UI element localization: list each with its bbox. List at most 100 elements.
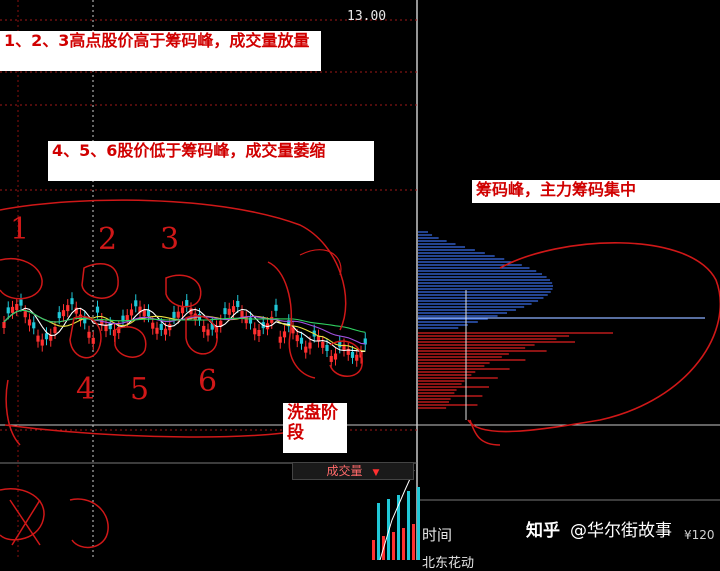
candle-body <box>282 331 287 338</box>
candle-body <box>244 317 248 324</box>
candle-body <box>121 315 125 322</box>
candle-body <box>74 307 78 314</box>
candle-body <box>108 323 112 330</box>
candle-body <box>236 300 240 307</box>
candle-body <box>287 320 291 327</box>
candle-body <box>87 331 91 338</box>
candle-body <box>32 322 36 329</box>
hand-number-4: 4 <box>76 372 96 407</box>
hand-ellipse-chip-peak <box>467 242 720 433</box>
hand-circle-3 <box>165 274 202 308</box>
candle-body <box>117 327 121 334</box>
candle-body <box>23 311 27 318</box>
candle-body <box>240 311 244 318</box>
dropdown-arrow-icon: ▼ <box>372 468 380 478</box>
candle-body <box>49 334 53 341</box>
hand-number-6: 6 <box>198 364 218 399</box>
volume-bar <box>417 487 420 560</box>
ma5-line <box>3 307 366 353</box>
candle-body <box>291 327 295 334</box>
candle-body <box>316 335 321 342</box>
candle-body <box>2 322 6 328</box>
volume-bar <box>377 503 380 560</box>
volume-bar <box>412 524 415 560</box>
candle-body <box>223 308 227 315</box>
candle-body <box>342 344 346 351</box>
candle-body <box>19 299 23 306</box>
hand-bracket-left <box>5 379 21 446</box>
hand-circle-volume <box>0 488 45 546</box>
candle-body <box>355 354 359 361</box>
candle-body <box>61 310 66 317</box>
hand-circle-volume-2 <box>69 498 109 549</box>
volume-bar <box>392 532 395 560</box>
candle-body <box>146 310 151 317</box>
candle-body <box>91 337 95 344</box>
volume-bar <box>402 528 405 560</box>
candle-body <box>44 333 49 340</box>
hand-bracket-top <box>0 199 347 438</box>
hand-circle-4 <box>69 315 102 359</box>
hand-number-2: 2 <box>98 222 118 257</box>
bottom-partial-text: 北东花动 <box>422 556 475 571</box>
hand-circle-5 <box>114 326 147 358</box>
volume-indicator-button[interactable]: 成交量 ▼ <box>292 462 414 480</box>
candle-body <box>333 353 338 360</box>
candle-body <box>338 341 342 348</box>
candle-body <box>70 298 74 305</box>
hand-circle-6 <box>185 315 218 355</box>
candle-body <box>206 329 210 336</box>
candle-body <box>210 323 214 330</box>
candle-body <box>257 329 261 336</box>
candle-body <box>129 309 134 316</box>
candle-body <box>304 346 308 353</box>
candle-body <box>27 319 32 326</box>
candle-body <box>78 314 83 321</box>
candle-body <box>142 310 146 317</box>
ma40-line <box>3 309 366 333</box>
candle-body <box>189 308 193 315</box>
hand-number-3: 3 <box>160 222 180 257</box>
candle-body <box>299 337 304 344</box>
volume-bar <box>407 491 410 560</box>
candle-body <box>346 348 350 355</box>
hand-circle-wash <box>329 340 363 377</box>
candle-body <box>176 311 180 318</box>
volume-bar <box>372 540 375 560</box>
hand-number-1: 1 <box>10 212 30 247</box>
hand-circle-2 <box>81 263 119 299</box>
volume-ma-line <box>379 469 415 560</box>
volume-indicator-label: 成交量 <box>326 464 363 478</box>
hand-number-5: 5 <box>130 372 150 407</box>
annotation-high-points: 1、2、3高点股价高于筹码峰，成交量放量 <box>0 31 321 71</box>
volume-bar <box>397 495 400 560</box>
candle-body <box>125 315 129 322</box>
candle-body <box>151 322 155 329</box>
candle-body <box>325 344 329 351</box>
candle-body <box>100 319 104 326</box>
candle-body <box>15 304 19 311</box>
candle-body <box>202 325 206 332</box>
candle-body <box>159 323 163 330</box>
candle-body <box>168 324 172 331</box>
watermark-handle: @华尔街故事 <box>570 521 672 541</box>
annotation-low-points: 4、5、6股价低于筹码峰，成交量萎缩 <box>48 141 374 181</box>
candle-body <box>36 335 40 342</box>
candle-body <box>163 328 168 335</box>
candle-body <box>231 306 236 313</box>
hand-arc-wash <box>267 261 316 379</box>
hand-circle-1 <box>0 258 43 300</box>
annotation-wash-stage: 洗盘阶段 <box>283 403 347 453</box>
candle-body <box>227 308 231 315</box>
candle-body <box>274 304 278 311</box>
candle-body <box>172 311 176 318</box>
candle-body <box>219 320 223 327</box>
zhihu-logo: 知乎 <box>526 521 560 541</box>
candle-body <box>329 355 333 362</box>
time-label: 时间 <box>422 526 453 544</box>
zhihu-watermark: 知乎 @华尔街故事 <box>526 516 672 541</box>
candle-body <box>350 351 355 358</box>
candle-body <box>6 307 10 314</box>
